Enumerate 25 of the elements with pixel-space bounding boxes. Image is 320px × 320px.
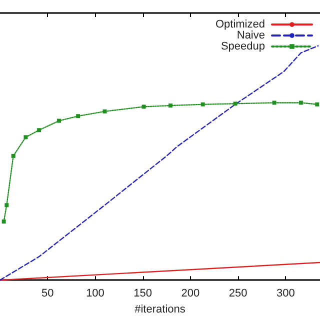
point: [233, 102, 238, 106]
x-tick-label: 150: [134, 288, 152, 300]
point: [24, 135, 28, 140]
x-tick-label: 100: [86, 288, 104, 300]
point: [272, 100, 276, 105]
point: [315, 102, 320, 106]
point: [57, 118, 62, 123]
x-tick-label: 200: [181, 288, 200, 300]
point: [298, 100, 303, 105]
legend-label: Naive: [236, 30, 265, 42]
point: [2, 220, 6, 224]
point: [11, 154, 16, 158]
point: [200, 102, 205, 106]
point: [37, 128, 42, 132]
point: [142, 104, 146, 109]
x-tick-label: 250: [228, 288, 248, 300]
x-tick-label: 50: [41, 288, 54, 300]
legend-label: Optimized: [215, 18, 265, 30]
point: [102, 109, 107, 114]
point: [76, 114, 80, 118]
x-tick-label: 300: [276, 288, 295, 300]
legend-label: Speedup: [220, 40, 265, 52]
point: [168, 104, 172, 108]
point: [4, 203, 9, 208]
x-axis-title: #iterations: [134, 304, 186, 316]
